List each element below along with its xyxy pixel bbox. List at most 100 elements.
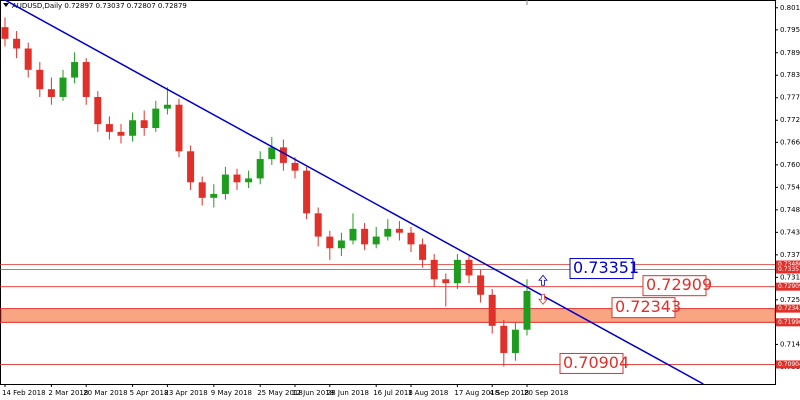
- level-callout: 0.72343: [615, 297, 681, 316]
- x-tick-label: 12 Jun 2018: [292, 389, 334, 397]
- x-tick-label: 2 Mar 2018: [48, 389, 88, 397]
- candle-body: [268, 147, 276, 160]
- candle-body: [175, 104, 183, 152]
- candle-body: [187, 151, 195, 183]
- y-tick-label: 0.75470: [780, 183, 800, 191]
- y-tick-label: 0.72570: [780, 296, 800, 304]
- y-tick-label: 0.73150: [780, 273, 800, 281]
- level-callout: 0.70904: [563, 353, 629, 372]
- y-tick-label: 0.80100: [780, 4, 800, 12]
- level-callout-box: [611, 297, 676, 319]
- candle-body: [117, 131, 125, 136]
- candle-body: [152, 108, 160, 128]
- level-axis-tag: [776, 318, 800, 327]
- candle-body: [198, 182, 206, 198]
- level-axis-tag: [776, 282, 800, 291]
- y-tick-label: 0.78940: [780, 49, 800, 57]
- candle-body: [105, 124, 113, 132]
- y-tick-label: 0.73730: [780, 251, 800, 259]
- level-callout-box: [642, 275, 707, 297]
- x-tick-label: 5 Apr 2018: [130, 389, 169, 397]
- candle-body: [453, 259, 461, 284]
- x-tick-label: 25 May 2018: [257, 389, 303, 397]
- candle-body: [71, 62, 79, 78]
- candle-body: [442, 279, 450, 284]
- y-tick-label: 0.76630: [780, 138, 800, 146]
- candle-body: [291, 162, 299, 171]
- candle-body: [500, 325, 508, 353]
- candle-body: [465, 259, 473, 276]
- x-tick-label: 16 Jul 2018: [373, 389, 413, 397]
- candle-body: [221, 174, 229, 194]
- candle-body: [407, 232, 415, 245]
- candle-body: [303, 170, 311, 214]
- plot-frame: [0, 0, 776, 385]
- candle-body: [36, 69, 44, 90]
- candle-body: [326, 236, 334, 249]
- candle-body: [488, 294, 496, 326]
- x-tick-label: 20 Mar 2018: [83, 389, 127, 397]
- y-tick-label: 0.77780: [780, 94, 800, 102]
- down-arrow-icon: [538, 293, 548, 305]
- x-tick-label: 20 Sep 2018: [524, 389, 568, 397]
- chart-title: AUDUSD,Daily 0.72897 0.73037 0.72807 0.7…: [12, 2, 187, 10]
- candles: [1, 17, 531, 367]
- candle-body: [337, 240, 345, 249]
- candle-body: [47, 89, 55, 97]
- y-tick-label: 0.74310: [780, 228, 800, 236]
- candle-body: [511, 329, 519, 353]
- candle-body: [349, 228, 357, 241]
- level-callout-box: [569, 258, 634, 280]
- level-axis-tag: [776, 304, 800, 313]
- candle-body: [233, 174, 241, 183]
- x-tick-label: 28 Jun 2018: [327, 389, 369, 397]
- candle-body: [129, 120, 137, 136]
- candle-body: [245, 178, 253, 183]
- candle-body: [163, 104, 171, 109]
- candle-body: [256, 159, 264, 179]
- level-axis-label: 0.72343: [778, 305, 800, 312]
- level-axis-label: 0.70904: [778, 361, 800, 368]
- candle-body: [523, 290, 531, 330]
- x-tick-label: 4 Sep 2018: [489, 389, 529, 397]
- candle-body: [1, 27, 9, 39]
- candle-body: [419, 244, 427, 260]
- candle-body: [361, 228, 369, 245]
- candle-body: [279, 147, 287, 163]
- x-tick-label: 23 Apr 2018: [164, 389, 207, 397]
- level-axis-tag: [776, 360, 800, 369]
- candle-body: [94, 96, 102, 125]
- y-tick-label: 0.76050: [780, 161, 800, 169]
- level-callout-box: [559, 352, 624, 374]
- x-tick-label: 14 Feb 2018: [2, 389, 46, 397]
- candle-body: [314, 213, 322, 237]
- x-tick-label: 1 Aug 2018: [408, 389, 448, 397]
- candle-body: [24, 48, 32, 70]
- level-axis-tag: [776, 265, 800, 274]
- candle-body: [372, 236, 380, 245]
- candle-body: [13, 38, 21, 49]
- candle-body: [430, 259, 438, 280]
- candle-body: [477, 275, 485, 295]
- y-tick-label: 0.77200: [780, 116, 800, 124]
- y-tick-label: 0.78360: [780, 71, 800, 79]
- candle-body: [210, 193, 218, 198]
- symbol-menu-icon: [3, 3, 9, 7]
- level-axis-tag: [776, 260, 800, 269]
- candle-body: [59, 77, 67, 97]
- candle-body: [82, 62, 90, 97]
- candle-body: [395, 228, 403, 233]
- up-arrow-icon: [538, 274, 548, 286]
- trendline: [3, 0, 704, 385]
- y-tick-label: 0.71420: [780, 340, 800, 348]
- level-axis-label: 0.72909: [778, 283, 800, 290]
- x-tick-label: 9 May 2018: [211, 389, 252, 397]
- level-callout: 0.72909: [646, 275, 712, 294]
- candle-body: [384, 228, 392, 237]
- y-tick-label: 0.79530: [780, 26, 800, 34]
- y-tick-label: 0.74890: [780, 206, 800, 214]
